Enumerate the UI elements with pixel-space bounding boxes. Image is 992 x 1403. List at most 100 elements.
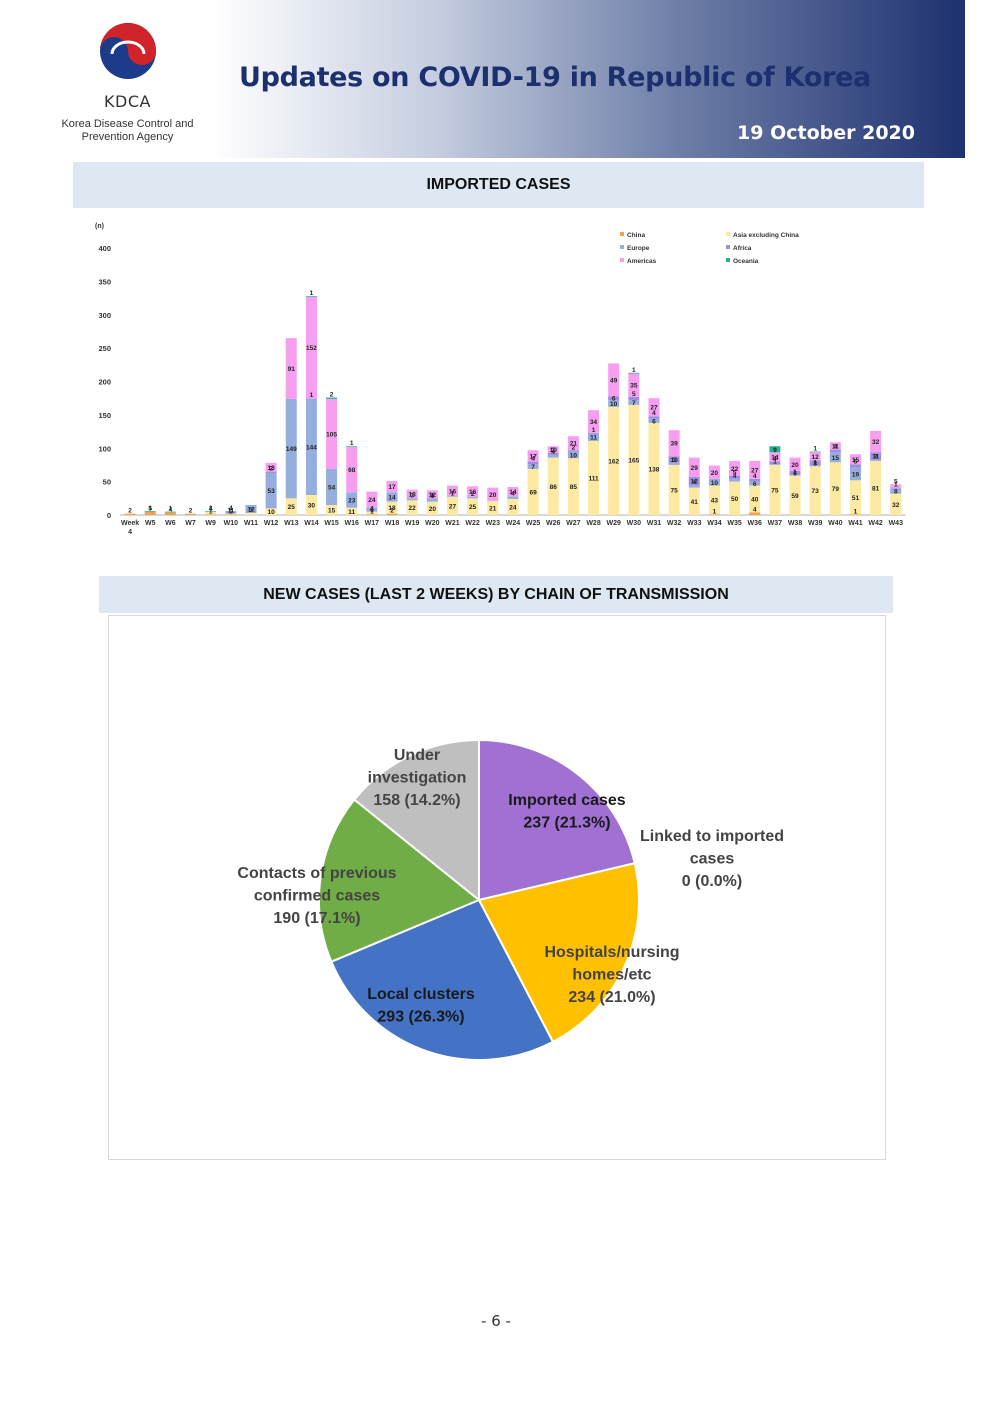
x-tick-label: W14: [304, 520, 319, 527]
pie-slice: [352, 738, 480, 903]
x-tick-label: W22: [465, 520, 480, 527]
data-label: 4: [431, 493, 435, 500]
pie-slice: [318, 798, 481, 963]
data-label: 24: [509, 504, 517, 511]
bar-segment: [809, 466, 821, 515]
x-tick-label: W27: [566, 520, 581, 527]
bar-segment: [648, 422, 660, 515]
data-label: 4: [169, 506, 173, 513]
data-label: 4: [733, 473, 737, 480]
bar-segment: [729, 460, 741, 476]
pie-label: Local clusters: [367, 986, 475, 1003]
pie-label: investigation: [368, 770, 467, 787]
x-tick-label: W36: [748, 520, 763, 527]
bar-segment: [608, 396, 620, 401]
bar-segment: [749, 481, 761, 486]
bar-segment: [144, 510, 156, 512]
data-label: 20: [489, 492, 497, 499]
y-tick-label: 400: [98, 244, 111, 253]
bar-segment: [446, 496, 458, 497]
bar-segment: [769, 464, 781, 515]
pie-label: confirmed cases: [254, 888, 380, 905]
data-label: 2: [471, 491, 475, 498]
data-label: 11: [227, 508, 234, 515]
bar-segment: [366, 511, 378, 515]
bar-segment: [708, 514, 720, 515]
data-label: 25: [469, 504, 477, 511]
data-label: 35: [630, 383, 638, 390]
bar-segment: [406, 489, 418, 499]
bar-segment: [648, 418, 660, 423]
legend-swatch: [726, 232, 730, 236]
bar-segment: [547, 454, 559, 458]
x-tick-label: W24: [506, 520, 521, 527]
x-tick-label: W26: [546, 520, 561, 527]
pie-slice: [478, 738, 636, 902]
data-label: 16: [469, 489, 477, 496]
bar-segment: [245, 504, 257, 513]
bar-segment: [849, 454, 861, 465]
bar-segment: [305, 398, 317, 399]
data-label: 5: [148, 506, 152, 513]
bar-segment: [446, 485, 458, 497]
x-tick-label: W25: [526, 520, 541, 527]
bar-segment: [305, 494, 317, 515]
bar-segment: [890, 488, 902, 494]
bar-segment: [829, 452, 841, 463]
data-label: 13: [268, 465, 276, 472]
y-tick-label: 350: [98, 277, 111, 286]
logo-text: KDCA: [104, 92, 151, 111]
bar-segment: [487, 487, 499, 501]
bar-segment: [426, 498, 438, 502]
bar-segment: [164, 512, 176, 515]
x-tick-label: W42: [868, 520, 883, 527]
bar-segment: [346, 507, 358, 515]
bar-segment: [688, 476, 700, 485]
data-label: 81: [872, 485, 880, 492]
data-label: 1: [169, 506, 173, 513]
data-label: 1: [793, 469, 797, 476]
bar-segment: [628, 400, 640, 405]
y-axis-label: (n): [95, 223, 104, 230]
bar-segment: [285, 398, 297, 499]
bar-segment: [225, 510, 237, 514]
bar-segment: [729, 481, 741, 515]
pie-label: 237 (21.3%): [523, 815, 610, 832]
x-tick-label: W34: [707, 520, 722, 527]
report-date: 19 October 2020: [737, 122, 915, 144]
x-tick-label: W32: [667, 520, 682, 527]
data-label: 6: [753, 481, 757, 488]
data-label: 8: [813, 460, 817, 467]
bar-segment: [809, 451, 821, 453]
bar-segment: [366, 507, 378, 512]
pie-label: homes/etc: [572, 967, 651, 984]
data-label: 3: [410, 492, 414, 499]
data-label: 4: [753, 473, 757, 480]
x-tick-label: W43: [889, 520, 904, 527]
data-label: 1: [773, 458, 777, 465]
x-tick-label: W23: [486, 520, 501, 527]
legend-label: China: [627, 232, 645, 239]
bar-segment: [588, 433, 600, 441]
data-label: 11: [348, 509, 355, 516]
legend-label: Oceania: [733, 258, 759, 265]
data-label: 16: [449, 488, 457, 495]
data-label: 43: [711, 497, 719, 504]
transmission-pie-chart: Imported cases 237 (21.3%) Linked to impor…: [237, 738, 784, 1061]
data-label: 11: [590, 435, 597, 442]
pie-label: cases: [690, 851, 735, 868]
data-label: 152: [306, 345, 317, 352]
bar-segment: [688, 484, 700, 488]
y-tick-label: 150: [98, 411, 111, 420]
x-tick-label: Week: [121, 520, 139, 527]
pie-label: Imported cases: [508, 792, 625, 809]
x-tick-label: W16: [345, 520, 360, 527]
bar-segment: [144, 511, 156, 515]
x-tick-label: W11: [244, 520, 258, 527]
y-tick-label: 250: [98, 344, 111, 353]
bar-segment: [708, 465, 720, 479]
data-label: 4: [511, 490, 515, 497]
x-tick-label: W13: [284, 520, 299, 527]
bar-segment: [346, 446, 358, 493]
bar-segment: [829, 462, 841, 515]
